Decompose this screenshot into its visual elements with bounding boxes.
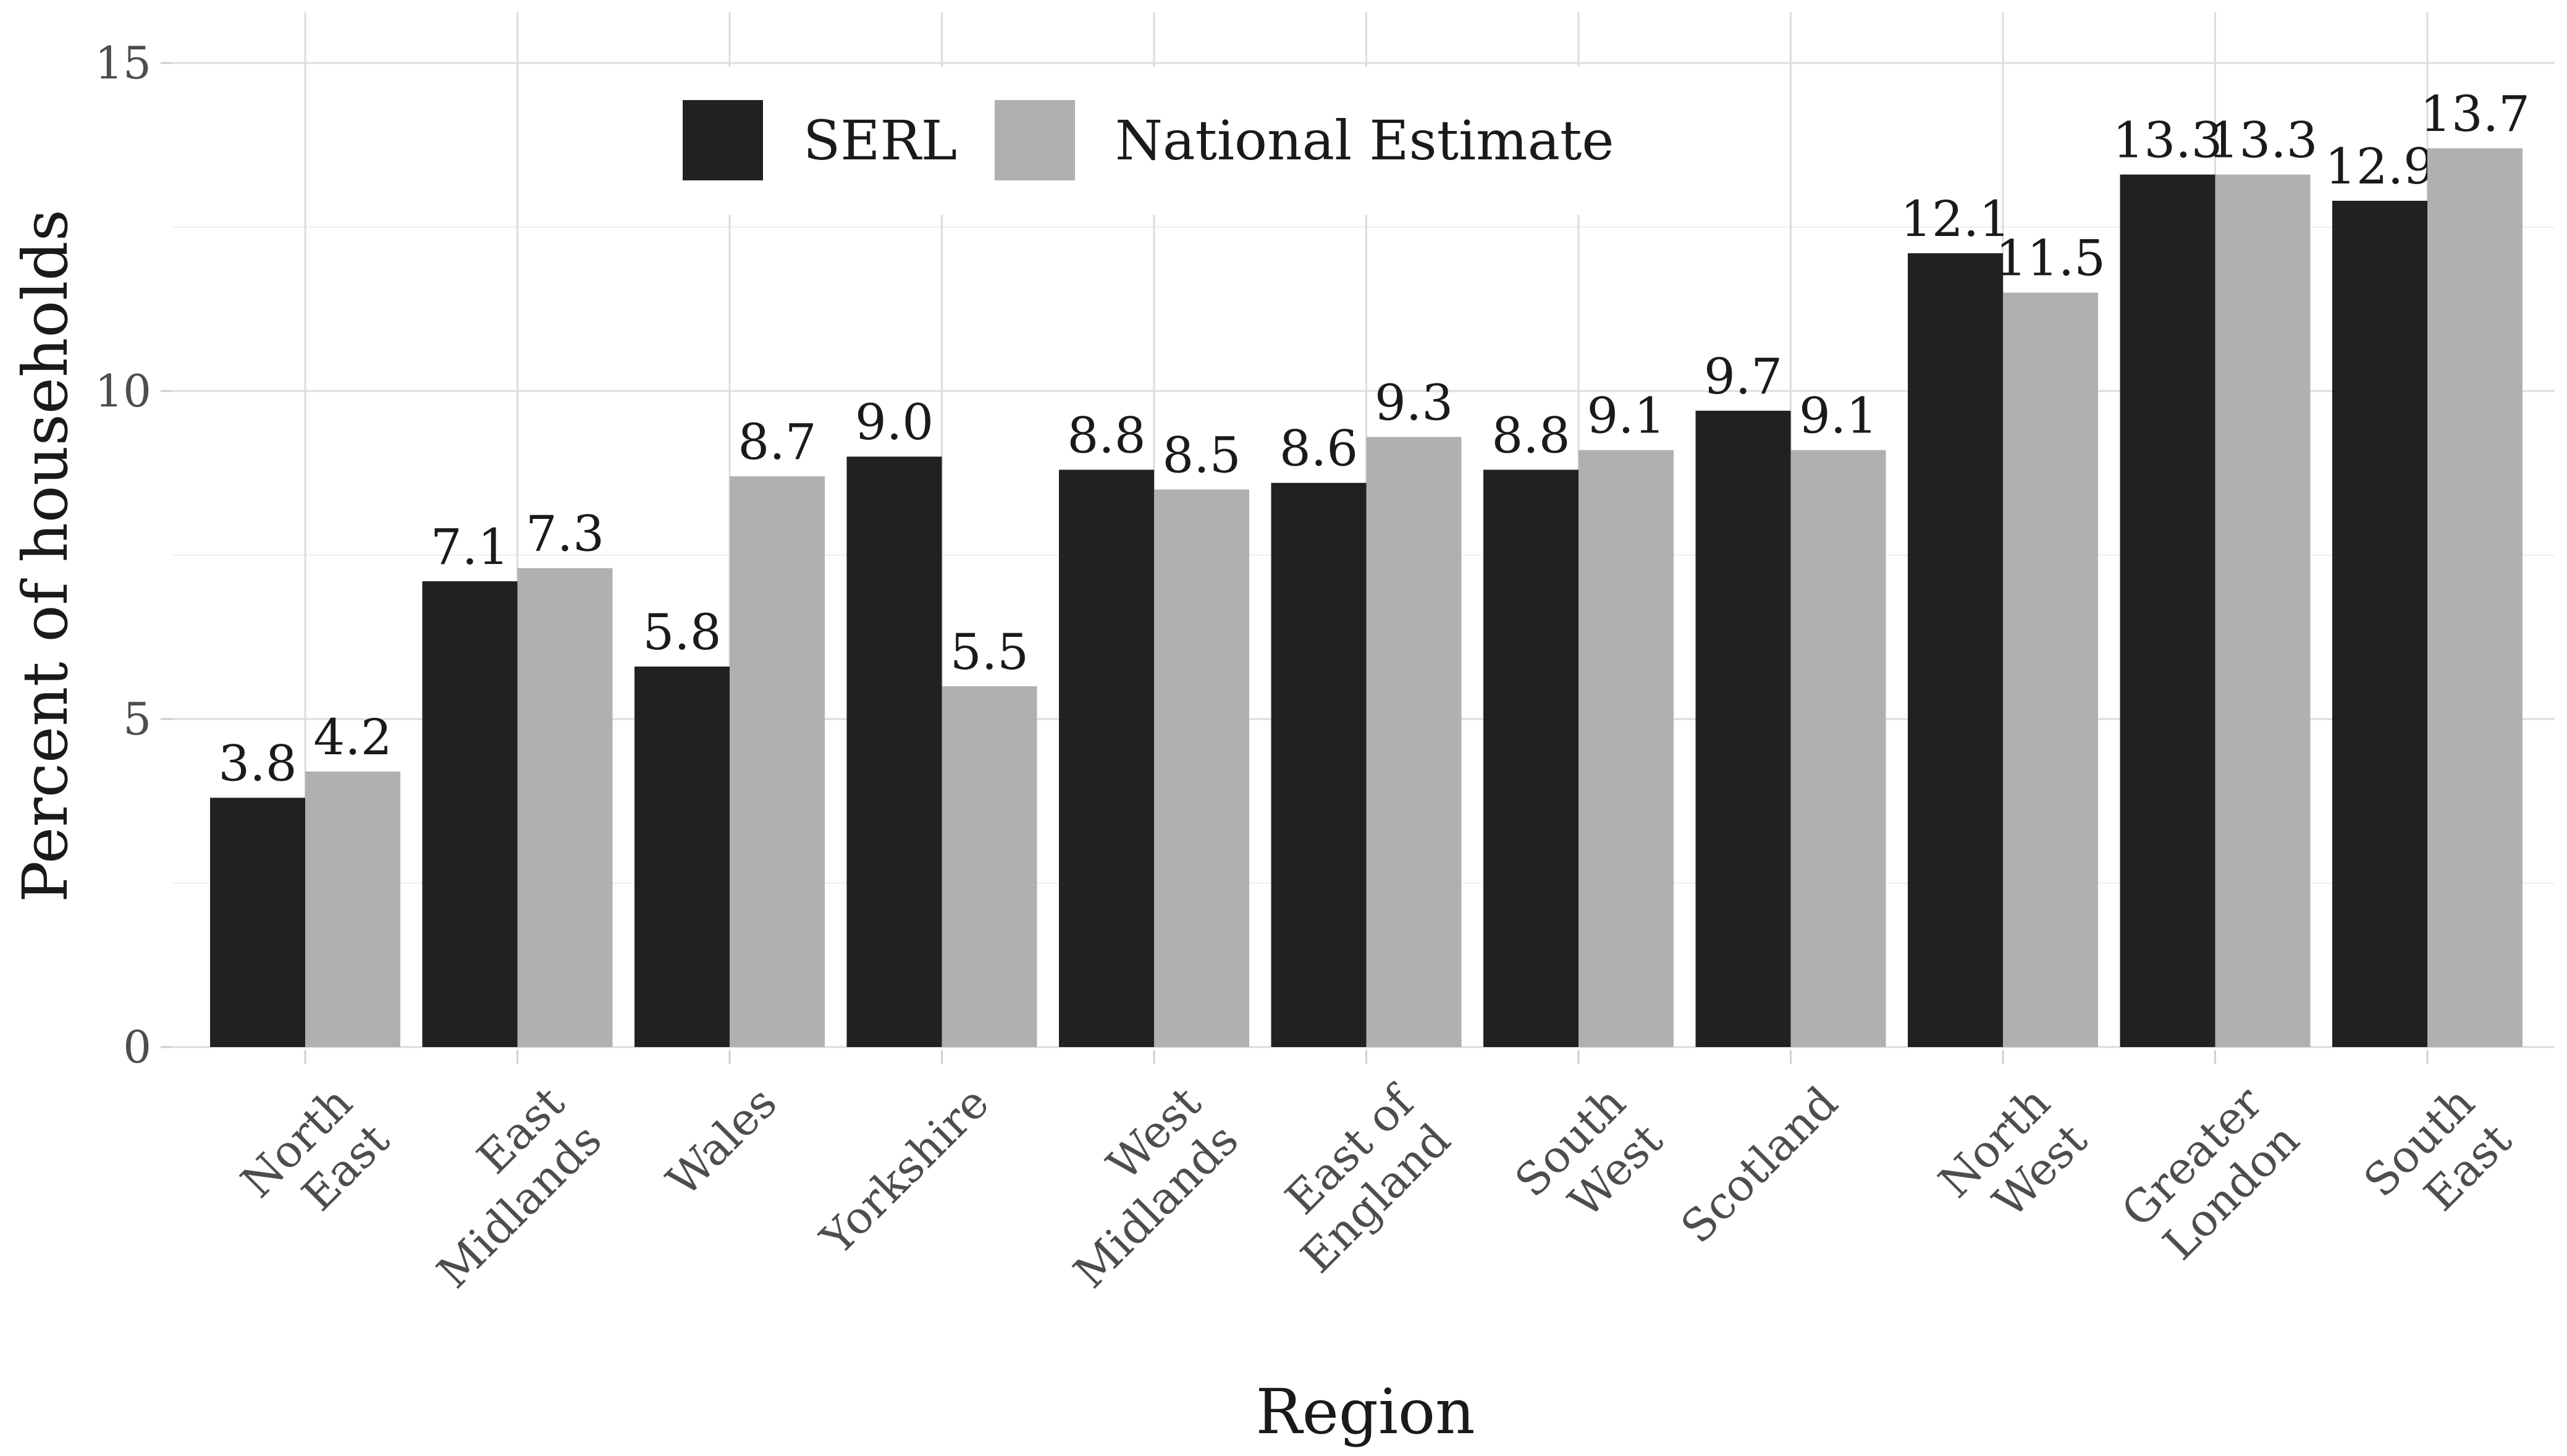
legend-key-serl — [683, 100, 763, 180]
y-tick-label: 0 — [123, 1021, 151, 1073]
bar-national-estimate — [1366, 437, 1462, 1047]
x-tick-label: Scotland — [1671, 1077, 1848, 1253]
y-tick-label: 15 — [95, 37, 151, 89]
bar-national-estimate — [1579, 450, 1674, 1047]
legend-background — [649, 67, 1612, 215]
legend: SERL National Estimate — [649, 67, 1614, 215]
x-tick-label: SouthWest — [1505, 1077, 1672, 1244]
bar-national-estimate — [1154, 489, 1249, 1047]
x-tick-label: Wales — [657, 1077, 786, 1206]
bar-national-estimate — [2003, 292, 2098, 1048]
y-axis: 0 5 10 15 — [95, 37, 173, 1073]
bar-data-label: 9.1 — [1799, 387, 1878, 445]
bar-national-estimate — [305, 771, 400, 1047]
x-tick-label: WestMidlands — [1026, 1077, 1248, 1298]
bar-data-label: 5.8 — [643, 604, 721, 661]
bar-data-label: 11.5 — [1996, 230, 2105, 287]
bar-data-label: 4.2 — [313, 709, 392, 766]
bar-data-label: 8.7 — [738, 413, 816, 471]
bar-national-estimate — [2215, 174, 2311, 1047]
bars: 3.87.15.89.0 8.8 8.6 8.89.712.113.3 12.94.27… — [210, 85, 2530, 1048]
bar-serl — [1271, 482, 1367, 1047]
x-tick-label: Yorkshire — [811, 1077, 999, 1265]
bar-serl — [1908, 253, 2003, 1048]
bar-serl — [1483, 469, 1579, 1047]
bar-data-label: 9.1 — [1587, 387, 1665, 445]
x-axis-title: Region — [1255, 1376, 1475, 1448]
x-tick-label-line: Wales — [657, 1077, 786, 1206]
bar-data-label: 8.8 — [1491, 406, 1570, 464]
bar-data-label: 9.0 — [855, 393, 934, 451]
bar-data-label: 7.3 — [526, 505, 604, 563]
legend-label: SERL — [803, 109, 957, 172]
bar-data-label: 13.3 — [2207, 112, 2317, 169]
bar-data-label: 9.7 — [1704, 348, 1782, 405]
x-tick-label-line: Scotland — [1671, 1077, 1848, 1253]
x-tick-label: GreaterLondon — [2112, 1076, 2309, 1274]
bar-serl — [634, 667, 730, 1047]
legend-label: National Estimate — [1115, 109, 1614, 172]
bar-serl — [2332, 201, 2427, 1047]
bar-serl — [210, 797, 305, 1047]
y-tick-label: 5 — [123, 693, 151, 745]
x-tick-label: East ofEngland — [1254, 1075, 1462, 1283]
bar-data-label: 5.5 — [950, 623, 1029, 681]
legend-key-national-estimate — [995, 100, 1075, 180]
bar-data-label: 13.7 — [2420, 85, 2530, 143]
bar-data-label: 13.3 — [2112, 112, 2222, 169]
bar-national-estimate — [517, 568, 613, 1047]
bar-data-label: 7.1 — [431, 518, 509, 576]
bar-data-label: 8.8 — [1067, 406, 1145, 464]
bar-serl — [846, 457, 942, 1047]
x-axis: NorthEast EastMidlands Wales Yorkshire WestM… — [231, 1050, 2521, 1298]
bar-data-label: 12.9 — [2325, 138, 2435, 195]
bar-data-label: 3.8 — [218, 734, 297, 792]
x-tick-label: EastMidlands — [390, 1077, 612, 1298]
bar-national-estimate — [730, 476, 825, 1047]
bar-serl — [1059, 469, 1154, 1047]
bar-serl — [2120, 174, 2215, 1047]
bar-national-estimate — [2427, 148, 2523, 1047]
x-tick-label: NorthEast — [231, 1077, 399, 1245]
bar-serl — [1695, 410, 1791, 1047]
y-axis-title: Percent of households — [9, 209, 82, 903]
x-tick-label-line: Yorkshire — [811, 1077, 999, 1265]
bar-data-label: 9.3 — [1375, 374, 1453, 431]
x-tick-label: SouthEast — [2354, 1077, 2521, 1244]
x-tick-label: NorthWest — [1929, 1077, 2097, 1245]
bar-national-estimate — [1790, 450, 1886, 1047]
bar-data-label: 8.6 — [1279, 420, 1358, 478]
y-tick-label: 10 — [95, 365, 151, 417]
bar-serl — [422, 581, 518, 1047]
bar-data-label: 8.5 — [1162, 426, 1241, 484]
bar-national-estimate — [942, 686, 1037, 1047]
bar-data-label: 12.1 — [1900, 190, 2010, 248]
